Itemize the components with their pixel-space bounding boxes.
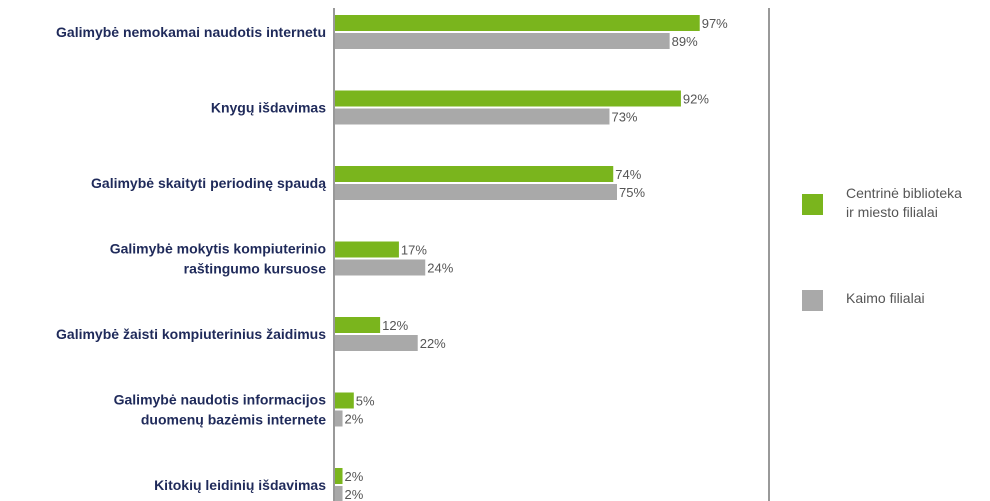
category-label: raštingumo kursuose [184,261,327,277]
category-label: Kitokių leidinių išdavimas [154,477,326,493]
bar-central-2 [335,166,614,182]
legend-swatch-central [802,194,823,215]
value-label: 92% [683,92,709,107]
bar-rural-1 [335,108,610,125]
value-label: 2% [345,469,364,484]
category-label: Galimybė nemokamai naudotis internetu [56,24,326,40]
category-label: Knygų išdavimas [211,100,326,116]
bars-layer [335,15,700,501]
bar-rural-4 [335,335,418,351]
value-label: 89% [672,34,698,49]
bar-rural-3 [335,259,426,276]
category-label: Galimybė skaityti periodinę spaudą [91,175,326,191]
value-label: 2% [345,487,364,501]
bar-rural-6 [335,486,343,501]
value-label: 73% [611,110,637,125]
value-label: 24% [427,261,453,276]
bar-rural-2 [335,184,617,200]
legend-label: ir miesto filialai [846,204,938,220]
category-label: Galimybė naudotis informacijos [114,392,327,408]
value-label: 12% [382,318,408,333]
value-label: 22% [420,336,446,351]
bar-central-1 [335,90,681,107]
bar-central-0 [335,15,700,31]
value-label: 74% [615,167,641,182]
category-labels: Galimybė nemokamai naudotis internetu Kny… [56,24,326,493]
legend-swatch-rural [802,290,823,311]
bar-rural-0 [335,33,670,49]
category-label: Galimybė mokytis kompiuterinio [110,241,326,257]
bar-central-4 [335,317,381,333]
value-label: 75% [619,185,645,200]
value-label: 17% [401,243,427,258]
legend: Centrinė biblioteka ir miesto filialai Kai… [802,185,962,311]
value-labels: 97% 89% 92% 73% 74% 75% 17%24% 12% 22% 5% 2% 2% 2% [345,16,729,501]
bar-central-6 [335,468,343,484]
bar-central-5 [335,392,354,409]
bar-rural-5 [335,410,343,427]
bar-central-3 [335,241,399,258]
value-label: 2% [345,412,364,427]
category-label: duomenų bazėmis internete [141,412,326,428]
legend-label: Centrinė biblioteka [846,185,962,201]
value-label: 97% [702,16,728,31]
category-label: Galimybė žaisti kompiuterinius žaidimus [56,326,326,342]
legend-label: Kaimo filialai [846,290,925,306]
value-label: 5% [356,394,375,409]
